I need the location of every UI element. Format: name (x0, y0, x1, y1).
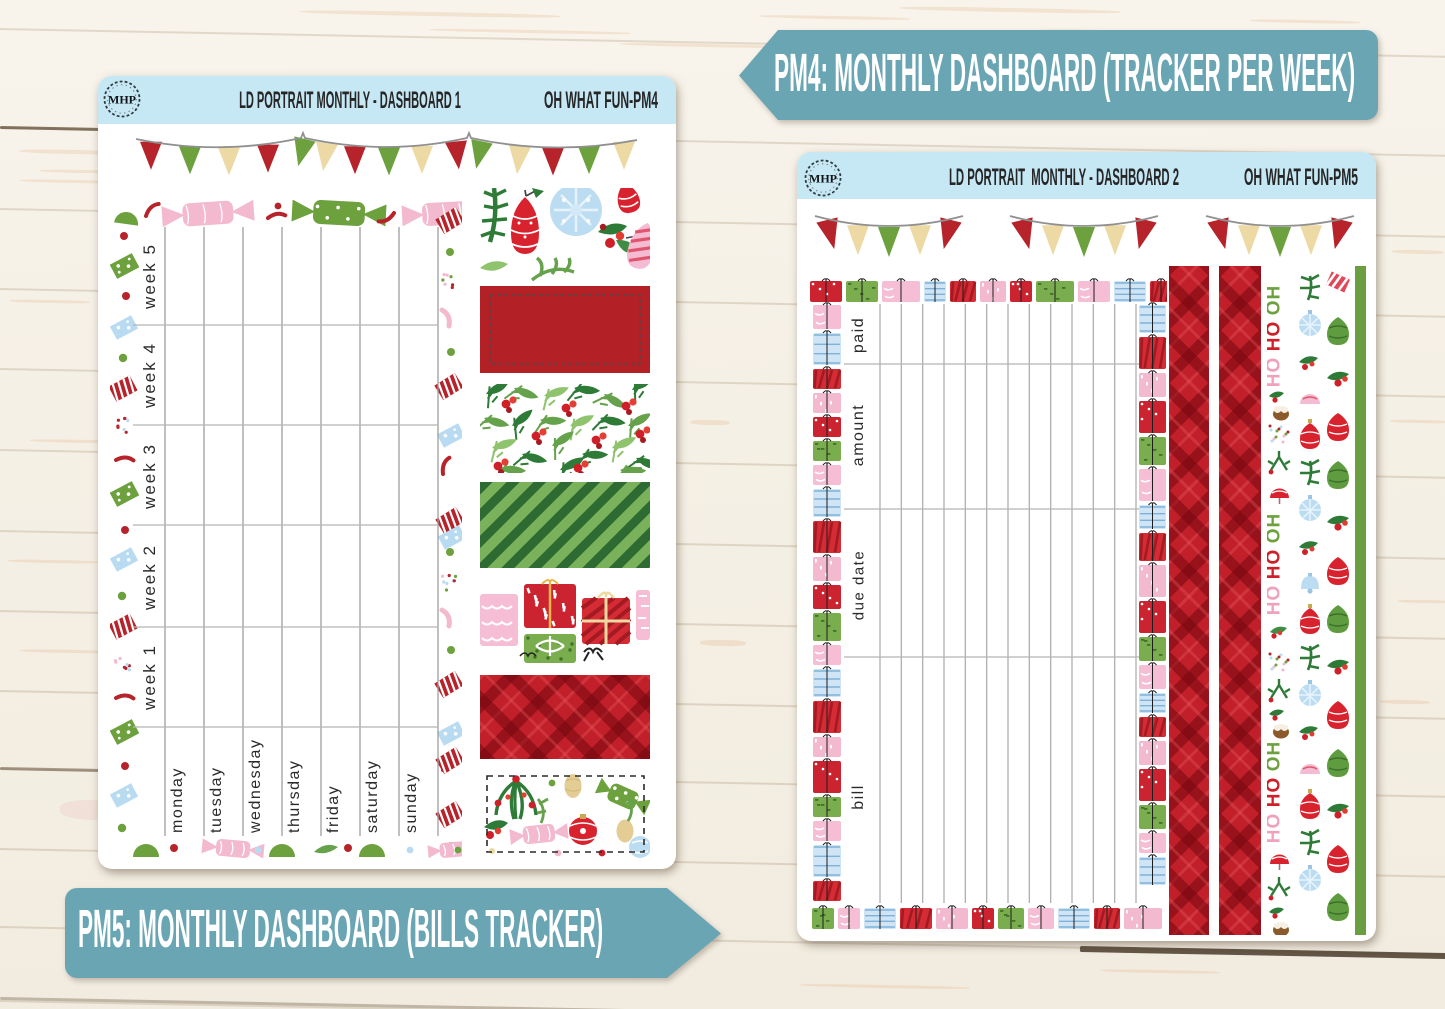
svg-text:OH: OH (1267, 285, 1285, 316)
svg-text:HO: HO (1267, 813, 1285, 844)
svg-text:HO: HO (1267, 321, 1285, 352)
svg-text:OH: OH (1267, 741, 1285, 772)
svg-text:OH: OH (1267, 513, 1285, 544)
svg-text:HO: HO (1267, 777, 1285, 808)
svg-text:MHP: MHP (809, 172, 837, 186)
svg-text:HO: HO (1267, 585, 1285, 616)
svg-text:HO: HO (1267, 549, 1285, 580)
svg-text:MHP: MHP (108, 93, 136, 107)
svg-text:HO: HO (1267, 357, 1285, 388)
